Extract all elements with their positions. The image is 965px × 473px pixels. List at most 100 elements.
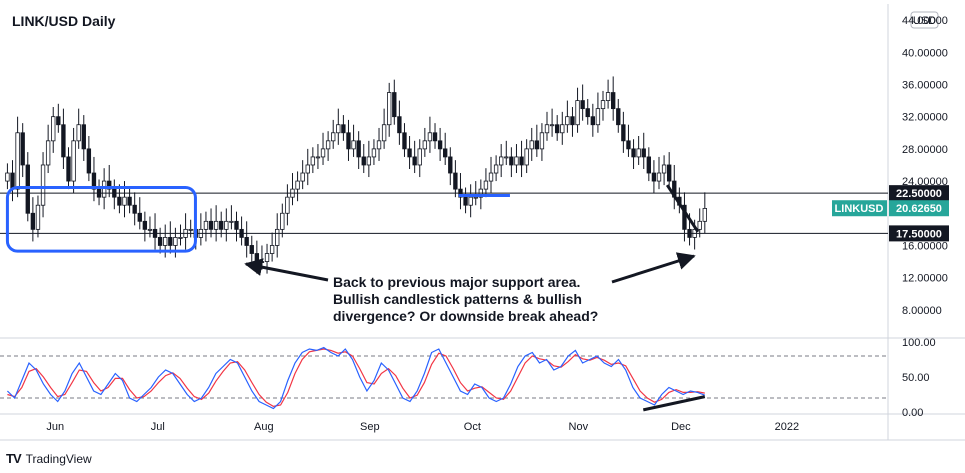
candle-body <box>422 140 428 150</box>
divergence-price-line <box>665 184 700 233</box>
candle-body <box>147 228 153 231</box>
candle-body <box>305 164 310 174</box>
candle-body <box>595 108 601 126</box>
currency-badge[interactable]: USD <box>910 11 939 29</box>
candle-body <box>91 172 97 190</box>
candle-body <box>259 261 265 263</box>
x-tick-label: Sep <box>360 421 380 433</box>
candle-body <box>331 132 336 142</box>
y-tick-label: 12.00000 <box>902 273 948 285</box>
candle-body <box>468 196 473 206</box>
candle-body <box>254 253 260 262</box>
candle-body <box>208 220 214 230</box>
candle-body <box>15 132 20 190</box>
candle-body <box>621 124 626 142</box>
arrow-right <box>611 252 696 284</box>
candle-body <box>529 140 534 150</box>
stochastic-oscillator: 100.00 50.00 0.00 <box>0 337 936 419</box>
candle-body <box>371 148 377 158</box>
y-tick-label: 40.00000 <box>902 47 948 59</box>
candle-body <box>132 204 137 214</box>
candle-body <box>544 124 550 134</box>
candle-body <box>499 156 504 166</box>
candle-body <box>661 164 667 174</box>
candle-body <box>137 212 142 222</box>
support-area-box <box>5 186 197 253</box>
candle-body <box>376 140 382 150</box>
candle-body <box>107 180 112 190</box>
candle-body <box>560 124 565 134</box>
candle-body <box>590 116 596 126</box>
candle-body <box>636 148 641 158</box>
candle-body <box>682 204 687 230</box>
candle-body <box>275 228 280 246</box>
candle-body <box>127 196 132 206</box>
y-tick-label: 36.00000 <box>902 79 948 91</box>
candle-body <box>341 124 346 134</box>
candle-body <box>366 156 372 166</box>
candle-body <box>514 156 519 166</box>
candle-body <box>412 156 417 166</box>
candle-body <box>453 172 458 190</box>
candle-body <box>539 132 545 150</box>
candle-body <box>66 156 71 182</box>
candle-body <box>25 164 30 214</box>
candle-body <box>402 132 407 150</box>
oscillator-tick-label: 100.00 <box>902 337 936 349</box>
candle-body <box>30 212 36 230</box>
candle-body <box>631 148 636 158</box>
price-levels: 22.50000 17.50000 LINKUSD 20.62650 <box>0 185 949 242</box>
price-level-tag <box>889 185 949 202</box>
y-tick-label: 28.00000 <box>902 144 948 156</box>
oscillator-tick-label: 0.00 <box>902 407 923 419</box>
candle-body <box>173 237 178 246</box>
x-tick-label: Jul <box>151 421 165 433</box>
chart-title: LINK/USD Daily <box>12 13 116 29</box>
candle-body <box>356 140 361 158</box>
annotation-line-2: Bullish candlestick patterns & bullish <box>333 291 582 307</box>
candle-body <box>392 92 397 118</box>
candle-body <box>320 148 326 158</box>
candle-body <box>20 132 25 166</box>
candle-body <box>605 92 611 101</box>
price-level-label: 22.50000 <box>896 188 942 200</box>
annotation-line-1: Back to previous major support area. <box>333 274 580 290</box>
candle-body <box>285 196 290 214</box>
candle-body <box>168 237 173 246</box>
stoch-k-line <box>6 346 706 410</box>
x-tick-label: Jun <box>46 421 64 433</box>
candle-body <box>40 164 46 206</box>
candle-body <box>213 220 219 230</box>
candle-body <box>397 116 402 134</box>
candle-body <box>483 180 489 190</box>
candle-body <box>249 245 254 254</box>
y-tick-label: 24.00000 <box>902 176 948 188</box>
candle-body <box>575 100 580 126</box>
candle-body <box>51 116 56 142</box>
x-axis: Jun Jul Aug Sep Oct Nov Dec 2022 <box>46 421 799 433</box>
oscillator-tick-label: 50.00 <box>902 372 930 384</box>
candle-body <box>626 140 631 150</box>
candle-body <box>565 116 570 126</box>
drawings <box>5 184 700 284</box>
y-tick-label: 8.00000 <box>902 305 942 317</box>
candle-body <box>519 156 524 166</box>
tradingview-brand[interactable]: TV TradingView <box>6 451 92 466</box>
candle-body <box>295 180 300 190</box>
candle-body <box>244 237 249 246</box>
candle-body <box>157 237 163 246</box>
candle-body <box>641 148 646 158</box>
candle-body <box>611 92 616 110</box>
candle-body <box>203 220 209 230</box>
candle-body <box>234 220 239 230</box>
candle-body <box>473 196 478 199</box>
x-tick-label: Nov <box>569 421 589 433</box>
candle-body <box>325 140 331 150</box>
y-tick-label: 44.00000 <box>902 15 948 27</box>
candle-body <box>45 140 51 166</box>
candle-body <box>488 172 494 182</box>
candle-body <box>585 108 590 118</box>
candle-body <box>300 172 305 182</box>
candle-body <box>101 180 107 198</box>
